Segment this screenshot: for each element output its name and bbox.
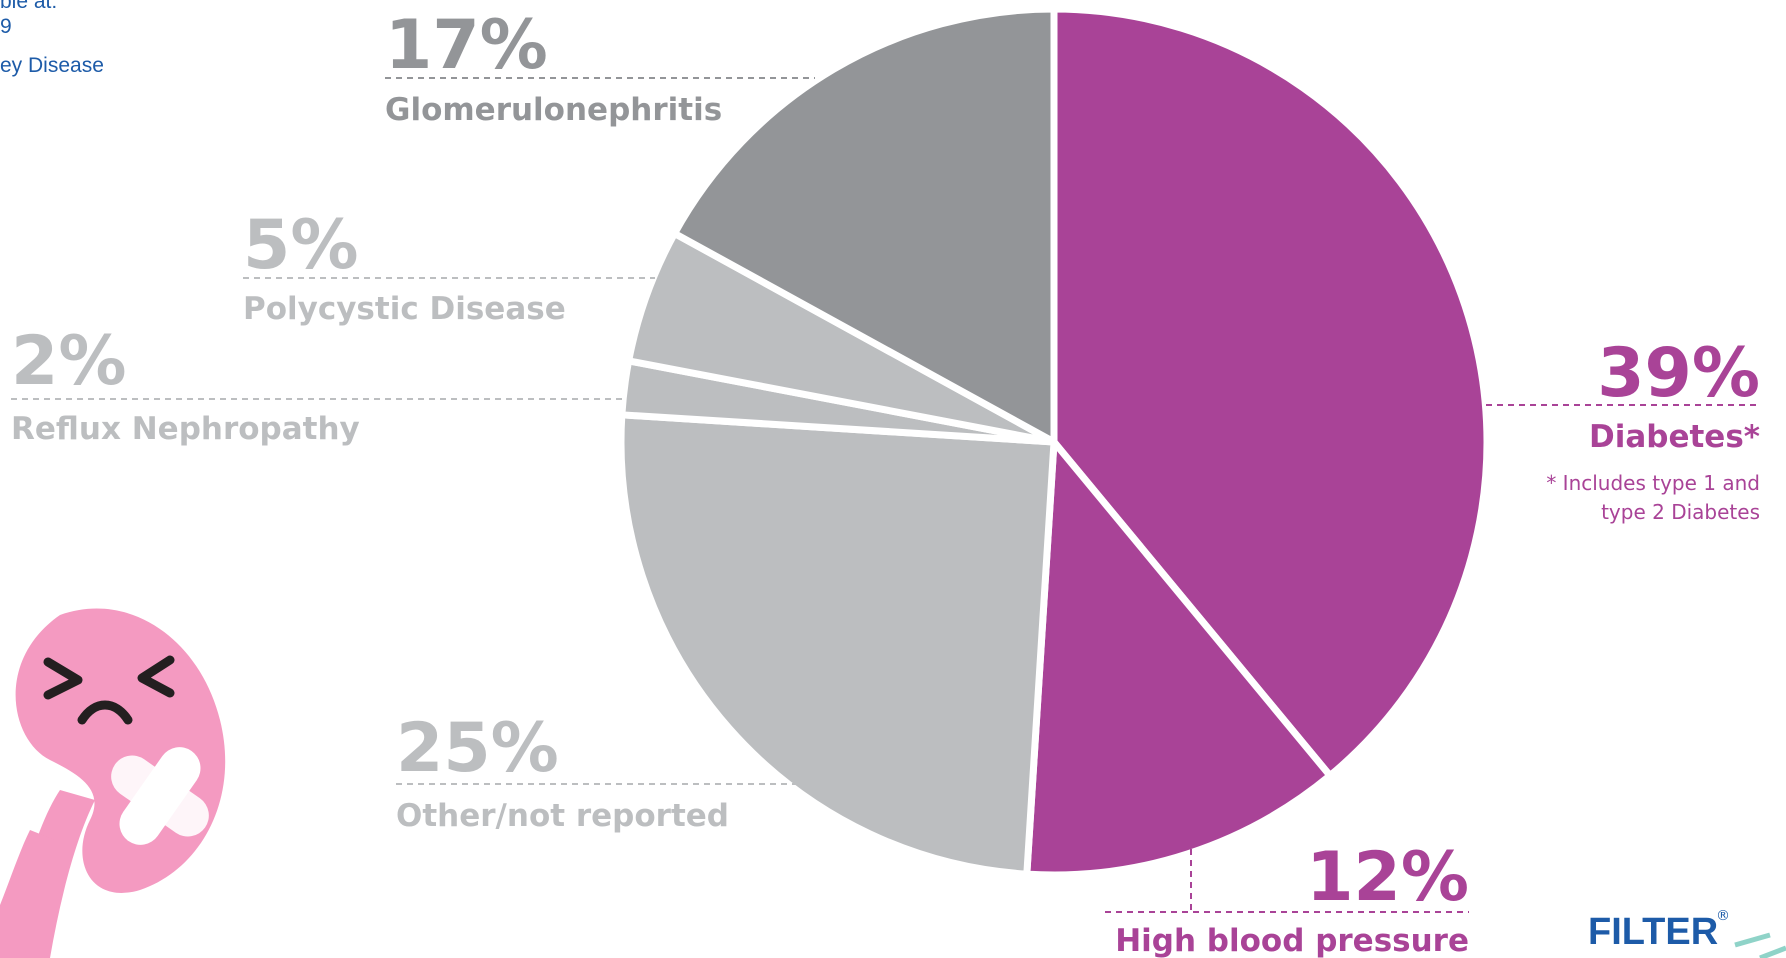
category-label: Polycystic Disease — [243, 291, 566, 327]
pie-slice — [671, 5, 1058, 446]
category-label: High blood pressure — [1115, 923, 1469, 958]
logo-mark: ® — [1716, 908, 1730, 924]
source-fragment: ble at: — [0, 0, 57, 13]
category-label: Diabetes* — [1589, 419, 1760, 455]
value-label: 12% — [1306, 838, 1469, 917]
annotation: type 2 Diabetes — [1601, 500, 1760, 524]
bandage — [111, 755, 209, 837]
source-fragment: 9 — [0, 15, 12, 38]
kidney-tube — [10, 790, 95, 958]
logo: FILTER ® — [1588, 908, 1786, 958]
pie-slice — [617, 411, 1058, 878]
value-label: 25% — [396, 709, 559, 788]
value-label: 2% — [11, 322, 126, 401]
logo-text: FILTER — [1588, 911, 1718, 953]
category-label: Glomerulonephritis — [385, 92, 722, 128]
category-label: Reflux Nephropathy — [11, 411, 360, 447]
pie-slice — [1050, 5, 1491, 780]
kidney-illustration — [0, 608, 226, 958]
value-label: 5% — [243, 206, 358, 285]
annotation: * Includes type 1 and — [1546, 471, 1760, 495]
value-label: 39% — [1597, 334, 1760, 413]
kidney-eyes — [43, 655, 175, 700]
category-label: Other/not reported — [396, 798, 729, 834]
value-label: 17% — [385, 6, 548, 85]
logo-decoration — [1734, 932, 1786, 958]
pie-slice — [1023, 438, 1334, 879]
kidney-mouth — [77, 700, 133, 725]
source-fragment: ey Disease — [0, 54, 104, 77]
kidney-tube — [0, 830, 55, 958]
